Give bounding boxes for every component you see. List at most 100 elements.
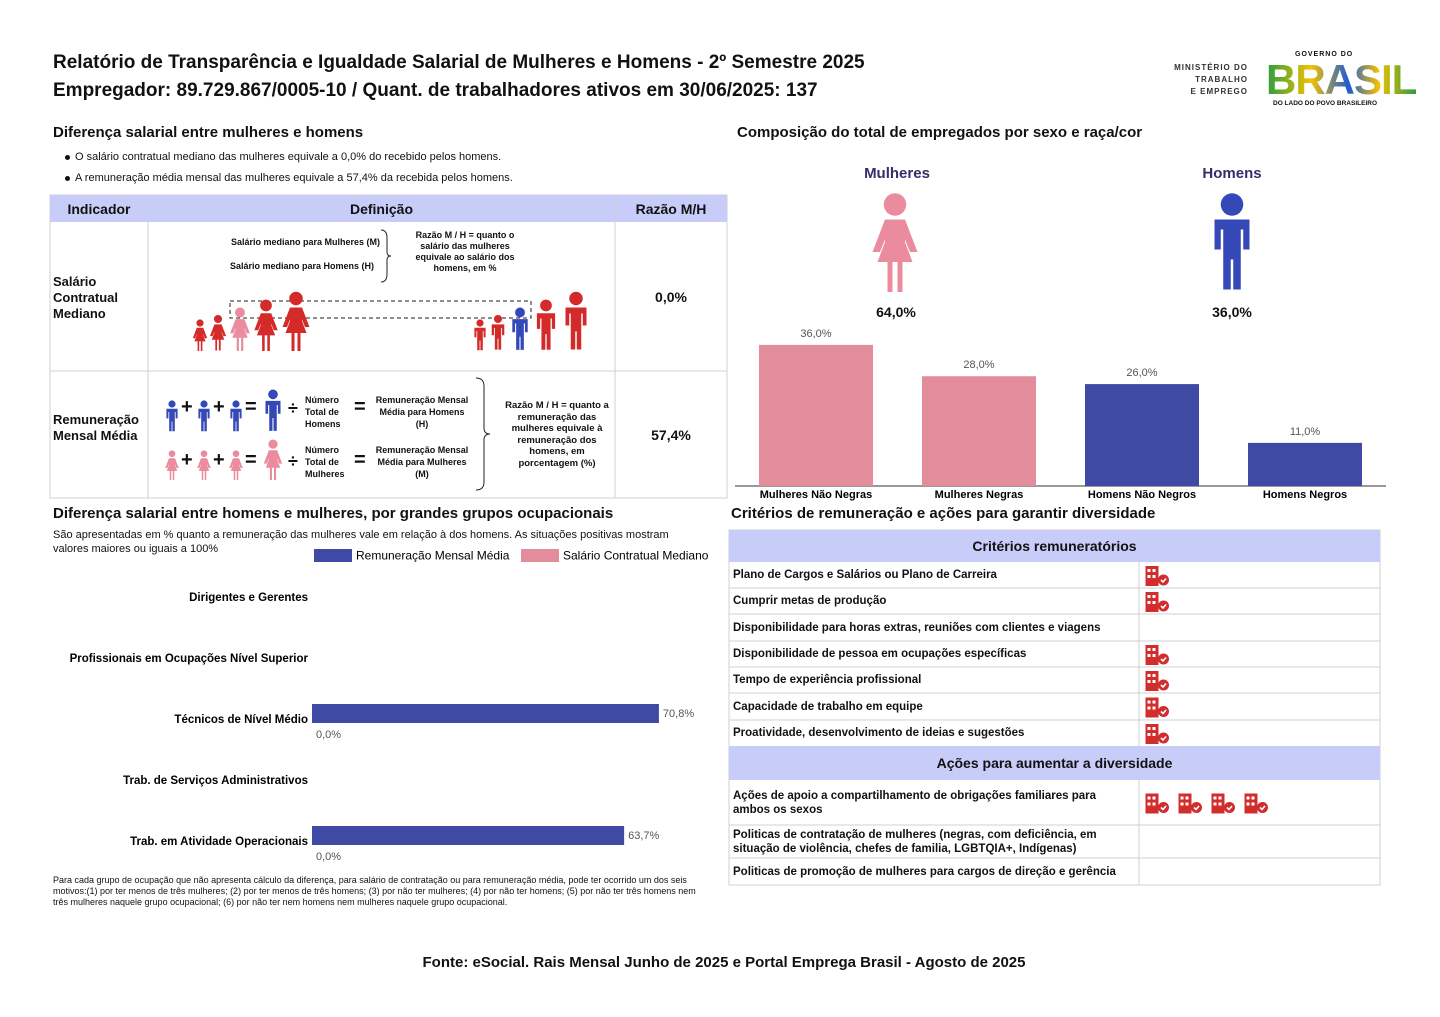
men-share: 36,0%	[1212, 304, 1252, 320]
bar	[1085, 384, 1199, 486]
source: Fonte: eSocial. Rais Mensal Junho de 202…	[422, 954, 1026, 971]
section-heading: Diferença salarial entre homens e mulher…	[53, 505, 614, 522]
indicator: Remuneração Mensal Média	[53, 412, 139, 443]
bullet: O salário contratual mediano das mulhere…	[64, 151, 502, 163]
brace	[475, 377, 491, 491]
operator: ÷	[288, 451, 298, 471]
ministry: E EMPREGO	[1190, 87, 1248, 96]
ratio: 57,4%	[651, 427, 691, 443]
criteria-label: Disponibilidade para horas extras, reuni…	[733, 621, 1101, 634]
brand: BRASIL	[1266, 56, 1417, 103]
category-label: Homens Negros	[1263, 489, 1347, 501]
criteria-icon	[1145, 671, 1170, 691]
table-header: Razão M/H	[635, 201, 707, 217]
indicator: Salário Contratual Mediano	[53, 274, 118, 321]
subtitle: Empregador: 89.729.867/0005-10 / Quant. …	[53, 80, 818, 101]
ministry: MINISTÉRIO DO	[1174, 63, 1248, 72]
bullet: A remuneração média mensal das mulheres …	[65, 172, 513, 184]
diagram-text: Razão M / H = quanto a remuneração das m…	[505, 400, 609, 469]
criteria-label: Capacidade de trabalho em equipe	[733, 700, 923, 713]
diagram-text: Número Total de Homens	[305, 395, 341, 429]
criteria-icon	[1211, 793, 1236, 814]
value-label: 0,0%	[316, 851, 341, 863]
diversity-header-bg	[729, 746, 1380, 780]
bar	[759, 344, 873, 486]
category-label: Técnicos de Nível Médio	[174, 714, 308, 726]
section-heading: Diferença salarial entre mulheres e home…	[53, 124, 364, 141]
criteria-label: Politicas de promoção de mulheres para c…	[733, 865, 1116, 878]
criteria-icon	[1145, 793, 1170, 814]
brace	[380, 229, 392, 283]
value-label: 28,0%	[963, 359, 994, 371]
government: GOVERNO DO	[1295, 51, 1354, 58]
slogan: DO LADO DO POVO BRASILEIRO	[1273, 100, 1378, 107]
criteria-icon	[1178, 793, 1203, 814]
criteria-label: Cumprir metas de produção	[733, 595, 887, 607]
table-header: Ações para aumentar a diversidade	[936, 755, 1173, 771]
value-label: 36,0%	[800, 328, 831, 340]
category-label: Profissionais em Ocupações Nível Superio…	[70, 653, 309, 665]
men-figure	[1214, 193, 1250, 290]
section-heading: Composição do total de empregados por se…	[737, 124, 1143, 141]
bar	[1248, 442, 1362, 486]
criteria-label: Ações de apoio a compartilhamento de obr…	[733, 789, 1097, 816]
women-label: Mulheres	[864, 165, 930, 182]
dashed-box	[229, 300, 532, 319]
ministry: TRABALHO	[1195, 75, 1248, 84]
diagram-text: Remuneração Mensal Média para Mulheres (…	[375, 445, 469, 479]
legend-swatch	[521, 549, 559, 562]
diagram-text: Razão M / H = quanto o salário das mulhe…	[415, 230, 515, 273]
diagram-text: Número Total de Mulheres	[305, 445, 345, 479]
legend-swatch	[314, 549, 352, 562]
operator: ÷	[288, 398, 298, 418]
footnote: Para cada grupo de ocupação que não apre…	[53, 875, 696, 907]
value-label: 70,8%	[663, 708, 694, 720]
title: Relatório de Transparência e Igualdade S…	[53, 52, 865, 73]
value-label: 26,0%	[1126, 367, 1157, 379]
operator: +	[181, 396, 193, 418]
table-header: Critérios remuneratórios	[972, 538, 1137, 554]
criteria-icon	[1145, 645, 1170, 665]
legend-label: Salário Contratual Mediano	[563, 549, 709, 563]
section-heading: Critérios de remuneração e ações para ga…	[731, 505, 1156, 522]
operator: =	[245, 396, 257, 418]
operator: +	[213, 449, 225, 471]
criteria-label: Proatividade, desenvolvimento de ideias …	[733, 727, 1025, 739]
criteria-label: Tempo de experiência profissional	[733, 674, 922, 686]
category-label: Mulheres Não Negras	[760, 489, 872, 501]
category-label: Mulheres Negras	[935, 489, 1024, 501]
table-header: Definição	[349, 201, 413, 217]
operator: =	[245, 449, 257, 471]
category-label: Trab. de Serviços Administrativos	[123, 775, 308, 787]
criteria-label: Politicas de contratação de mulheres (ne…	[733, 828, 1097, 855]
women-share: 64,0%	[876, 304, 916, 320]
legend-label: Remuneração Mensal Média	[356, 549, 510, 563]
value-label: 11,0%	[1290, 426, 1321, 438]
bar	[312, 826, 625, 845]
men-label: Homens	[1202, 165, 1262, 182]
diagram-text: Salário mediano para Mulheres (M)	[230, 237, 380, 247]
criteria-icon	[1145, 566, 1170, 586]
category-label: Trab. em Atividade Operacionais	[130, 836, 308, 848]
value-label: 63,7%	[628, 830, 659, 842]
women-figure	[872, 193, 918, 292]
table-lines	[50, 195, 727, 498]
operator: =	[354, 449, 366, 471]
bar	[922, 376, 1036, 486]
table-header-bg	[50, 195, 727, 222]
category-label: Homens Não Negros	[1088, 489, 1196, 501]
criteria-icon	[1244, 793, 1269, 814]
criteria-label: Disponibilidade de pessoa em ocupações e…	[733, 648, 1027, 660]
criteria-label: Plano de Cargos e Salários ou Plano de C…	[733, 569, 997, 581]
diagram-text: Salário mediano para Homens (H)	[229, 261, 374, 271]
bar	[312, 704, 659, 723]
criteria-icon	[1145, 592, 1170, 612]
table-header: Indicador	[67, 201, 131, 217]
note: São apresentadas em % quanto a remuneraç…	[53, 529, 669, 555]
criteria-icon	[1145, 724, 1170, 744]
operator: +	[181, 449, 193, 471]
criteria-header-bg	[729, 530, 1380, 562]
category-label: Dirigentes e Gerentes	[189, 592, 308, 604]
